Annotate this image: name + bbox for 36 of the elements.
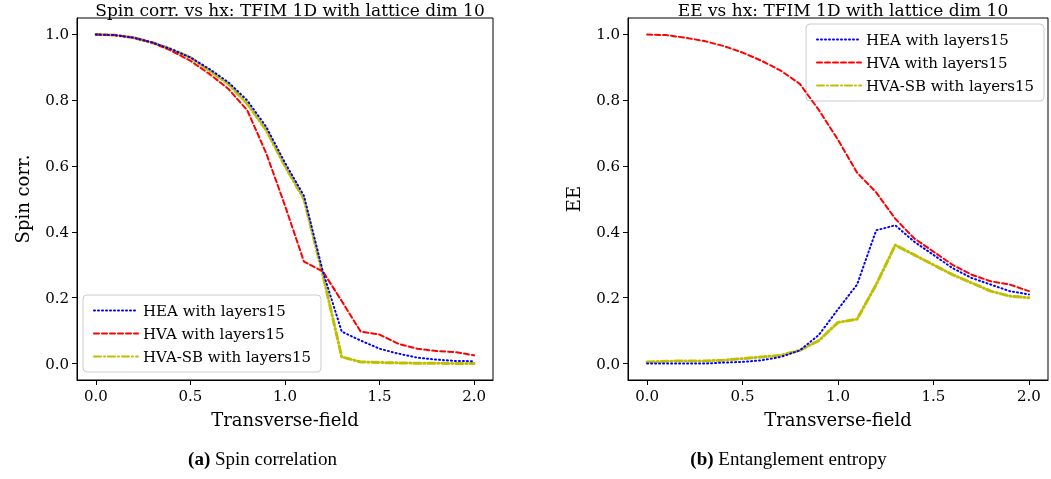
y-tick-label: 0.0 (45, 354, 69, 373)
y-tick-label: 0.6 (596, 157, 620, 176)
y-axis-title: Spin corr. (11, 154, 33, 244)
x-tick-label: 2.0 (462, 386, 487, 405)
y-tick-label: 0.6 (45, 157, 69, 176)
legend-label: HVA-SB with layers15 (866, 76, 1035, 95)
y-tick-label: 0.8 (596, 91, 620, 110)
legend-label: HEA with layers15 (143, 301, 286, 320)
legend-label: HEA with layers15 (866, 30, 1009, 49)
y-tick-label: 0.2 (45, 288, 69, 307)
x-tick-label: 1.0 (273, 386, 297, 405)
legend-label: HVA with layers15 (866, 53, 1008, 72)
y-tick-label: 1.0 (596, 25, 620, 44)
y-axis-title: EE (562, 185, 584, 213)
x-tick-label: 0.5 (178, 386, 203, 405)
y-tick-label: 0.4 (45, 222, 69, 241)
x-tick-label: 0.0 (635, 386, 660, 405)
x-tick-label: 1.5 (921, 386, 946, 405)
x-axis-title: Transverse-field (764, 408, 912, 430)
y-tick-label: 0.4 (596, 222, 620, 241)
y-tick-label: 0.8 (45, 91, 69, 110)
y-tick-label: 0.2 (596, 288, 620, 307)
x-tick-label: 0.5 (730, 386, 755, 405)
x-axis-title: Transverse-field (211, 408, 359, 430)
y-tick-label: 0.0 (596, 354, 620, 373)
legend-label: HVA-SB with layers15 (143, 347, 312, 366)
text: (b) Entanglement entropy (689, 448, 888, 470)
legend-label: HVA with layers15 (143, 324, 285, 343)
x-tick-label: 2.0 (1016, 386, 1041, 405)
text: (a) Spin correlation (187, 448, 338, 470)
x-tick-label: 0.0 (83, 386, 108, 405)
chart-title: EE vs hx: TFIM 1D with lattice dim 10 (677, 0, 1009, 20)
y-tick-label: 1.0 (45, 25, 69, 44)
x-tick-label: 1.0 (826, 386, 850, 405)
x-tick-label: 1.5 (367, 386, 392, 405)
chart-title: Spin corr. vs hx: TFIM 1D with lattice dim 10 (95, 0, 485, 20)
